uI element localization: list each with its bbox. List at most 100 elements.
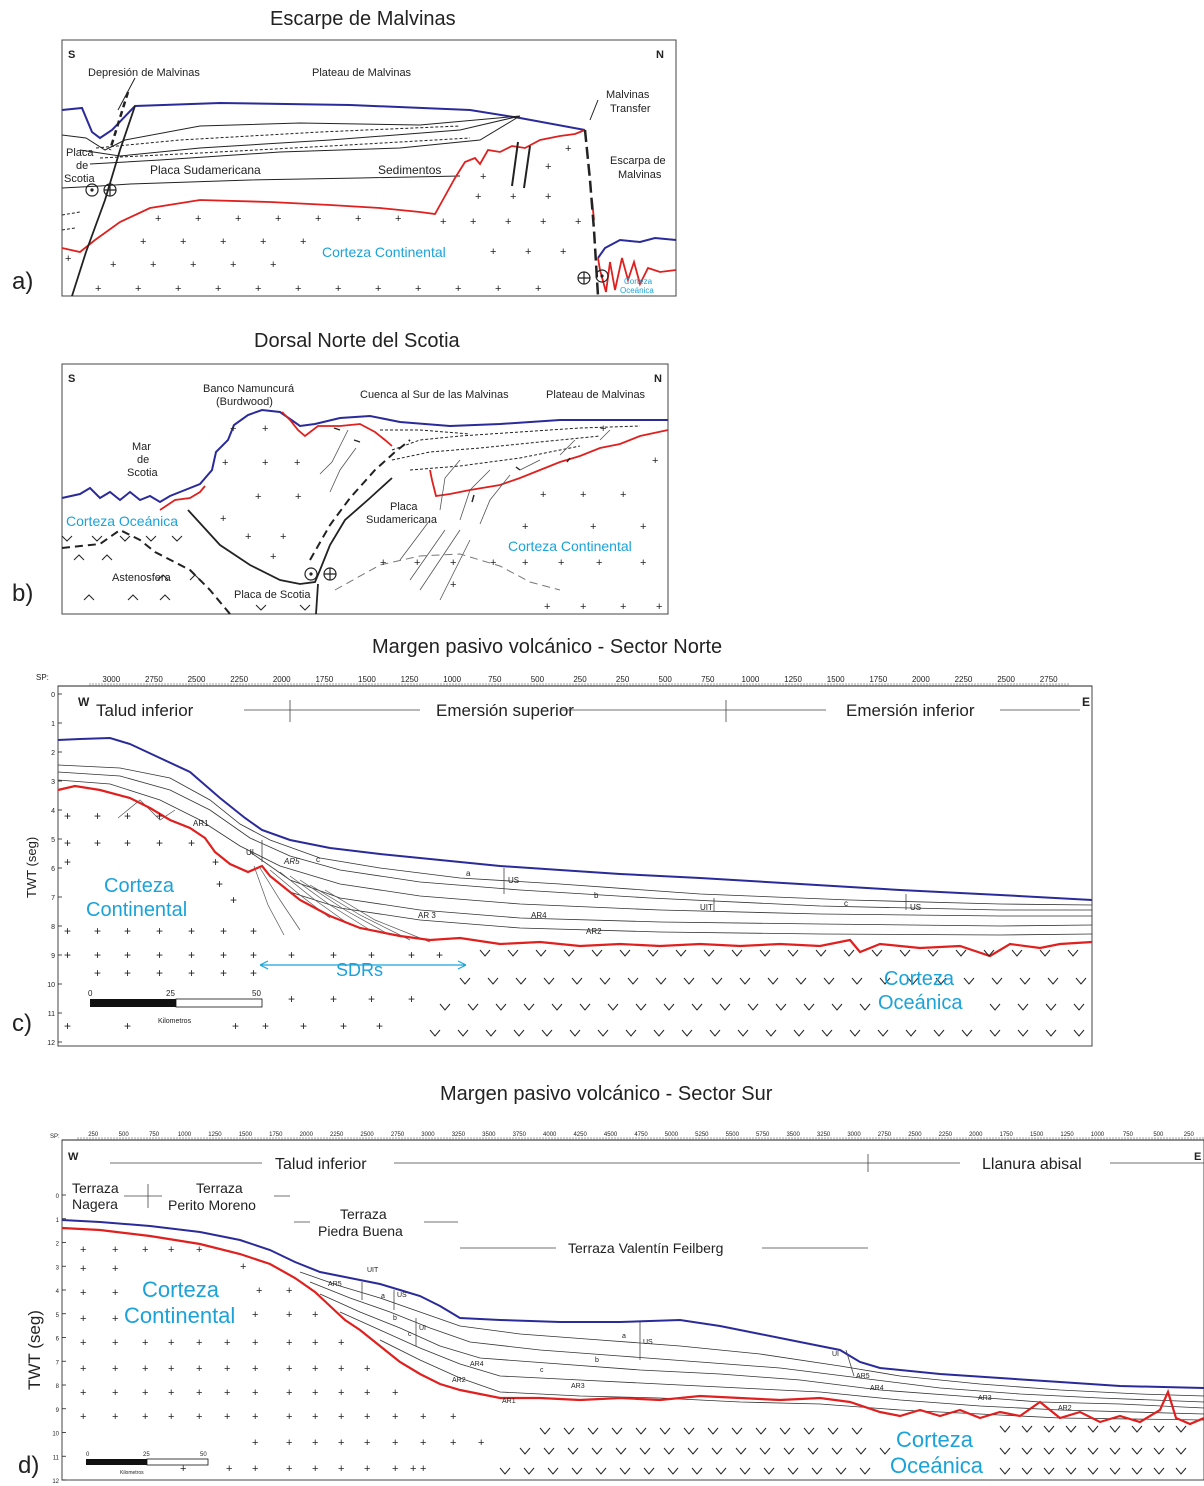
- panel-c-frame: [57, 685, 1093, 1047]
- svg-text:+: +: [436, 948, 443, 962]
- panel-c-y-tick-label: 5: [51, 837, 55, 844]
- panel-c-y-tick-label: 10: [47, 982, 55, 989]
- panel-d-sp-tick-label: 1250: [208, 1132, 222, 1138]
- svg-text:US: US: [910, 903, 921, 912]
- svg-text:+: +: [124, 836, 131, 850]
- panel-d-y-tick-label: 6: [56, 1337, 60, 1343]
- panel-d-y-tick-label: 7: [56, 1360, 60, 1366]
- svg-text:+: +: [620, 601, 626, 613]
- svg-text:Kilometros: Kilometros: [158, 1018, 192, 1025]
- svg-text:+: +: [220, 236, 226, 248]
- panel-d-sp-tick-label: 1750: [1000, 1132, 1014, 1138]
- panel-c-sp-tick-label: 1500: [358, 675, 376, 684]
- svg-text:+: +: [364, 1463, 370, 1475]
- svg-text:AR3: AR3: [978, 1395, 992, 1402]
- panel-c-seafloor: [57, 736, 1093, 901]
- panel-b-label-corteza-oceanica: Corteza Oceánica: [66, 513, 178, 529]
- svg-text:+: +: [235, 213, 241, 225]
- panel-b-label-banco-1: Banco Namuncurá: [203, 383, 295, 395]
- panel-c-letter: c): [12, 1010, 32, 1037]
- svg-text:a: a: [381, 1293, 385, 1300]
- svg-text:+: +: [124, 948, 131, 962]
- svg-text:+: +: [252, 1309, 258, 1321]
- panel-d-sp-tick-label: 4250: [573, 1132, 587, 1138]
- panel-c-y-axis-label: TWT (seg): [24, 837, 39, 898]
- svg-text:+: +: [368, 948, 375, 962]
- panel-d-vertical-markers: [361, 1282, 855, 1377]
- svg-text:+: +: [312, 1437, 318, 1449]
- svg-text:+: +: [142, 1411, 148, 1423]
- panel-c-zone-lines: [244, 700, 1080, 722]
- svg-text:+: +: [312, 1411, 318, 1423]
- panel-d-y-axis-label: TWT (seg): [25, 1310, 44, 1390]
- panel-d-label-corteza-continental-1: Corteza: [142, 1277, 220, 1302]
- svg-text:+: +: [190, 259, 196, 271]
- panel-c-y-tick-label: 6: [51, 866, 55, 873]
- svg-text:+: +: [480, 171, 486, 183]
- svg-text:+: +: [335, 283, 341, 295]
- panel-c-label-sdrs: SDRs: [336, 960, 383, 980]
- svg-text:+: +: [368, 992, 375, 1006]
- panel-b-corner-n: N: [654, 373, 662, 385]
- panel-b-cross-symbol: [323, 567, 337, 581]
- svg-text:a: a: [622, 1333, 626, 1340]
- panel-c-y-tick-label: 7: [51, 895, 55, 902]
- svg-text:+: +: [252, 1437, 258, 1449]
- panel-d-crust-pattern: + + + + + + + + + + + + + + + + + + + + + + + + + + + + + + + + + + + +…: [80, 1244, 484, 1475]
- panel-a-label-transfer-2: Transfer: [610, 103, 651, 115]
- panel-d-sp-tick-label: 1000: [1091, 1132, 1105, 1138]
- svg-text:+: +: [112, 1387, 118, 1399]
- svg-text:+: +: [156, 948, 163, 962]
- panel-d-corner-e: E: [1194, 1151, 1201, 1163]
- svg-text:+: +: [212, 855, 219, 869]
- svg-text:+: +: [188, 948, 195, 962]
- svg-text:+: +: [375, 283, 381, 295]
- panel-c-sp-tick-label: 2250: [230, 675, 248, 684]
- svg-text:Kilometros: Kilometros: [120, 1470, 144, 1476]
- svg-text:+: +: [544, 601, 550, 613]
- panel-a-section: S N + + + + + + + + + + + + + + + + + + + + + + +: [61, 39, 677, 297]
- panel-d-terraza-perito-2: Perito Moreno: [168, 1197, 256, 1213]
- panel-d-sp-tick-label: 2250: [330, 1132, 344, 1138]
- panel-d-sp-tick-label: 250: [1184, 1132, 1195, 1138]
- panel-c-sp-tick-label: 1750: [869, 675, 887, 684]
- panel-b-label-astenosfera: Astenosfera: [112, 572, 172, 584]
- svg-text:+: +: [142, 1337, 148, 1349]
- panel-c-y-tick-label: 1: [51, 721, 55, 728]
- panel-c-sp-tick-labels: 3000 2750 2500 2250 2000 1750 1500 1250 1000 750 5…: [102, 675, 1058, 684]
- svg-text:+: +: [252, 1337, 258, 1349]
- svg-text:+: +: [64, 948, 71, 962]
- panel-c-sp-tick-label: 1750: [315, 675, 333, 684]
- svg-text:+: +: [560, 246, 566, 258]
- panel-a-label-transfer-1: Malvinas: [606, 89, 650, 101]
- svg-text:+: +: [232, 1019, 239, 1033]
- panel-c-zone-emersion-superior: Emersión superior: [436, 701, 574, 720]
- panel-b-arrows: [333, 427, 571, 503]
- svg-text:+: +: [392, 1411, 398, 1423]
- svg-text:+: +: [216, 877, 223, 891]
- svg-text:+: +: [64, 1019, 71, 1033]
- panel-d-terraza-piedra-2: Piedra Buena: [318, 1223, 403, 1239]
- panel-b-letter: b): [12, 580, 34, 607]
- panel-a-label-corteza-oceanica-2: Oceánica: [620, 286, 654, 295]
- panel-d-sp-tick-label: 3500: [786, 1132, 800, 1138]
- svg-text:+: +: [364, 1411, 370, 1423]
- svg-text:+: +: [338, 1387, 344, 1399]
- panel-b-label-mar-1: Mar: [132, 441, 151, 453]
- svg-text:+: +: [140, 236, 146, 248]
- svg-text:+: +: [94, 948, 101, 962]
- svg-text:+: +: [168, 1387, 174, 1399]
- svg-text:+: +: [262, 457, 268, 469]
- panel-a-dashed-layers: [61, 125, 471, 231]
- svg-text:+: +: [150, 259, 156, 271]
- panel-a-fault-dashed: [108, 91, 130, 151]
- svg-text:+: +: [124, 966, 131, 980]
- panel-c-sp-prefix: SP:: [36, 673, 49, 682]
- panel-b-label-mar-3: Scotia: [127, 467, 158, 479]
- svg-text:+: +: [440, 216, 446, 228]
- svg-text:AR3: AR3: [571, 1383, 585, 1390]
- svg-text:+: +: [300, 236, 306, 248]
- panel-c-sp-tick-label: 1250: [401, 675, 419, 684]
- panel-d-sp-minor-tick-marks: [77, 1137, 1204, 1140]
- panel-d-y-tick-label: 3: [56, 1265, 60, 1271]
